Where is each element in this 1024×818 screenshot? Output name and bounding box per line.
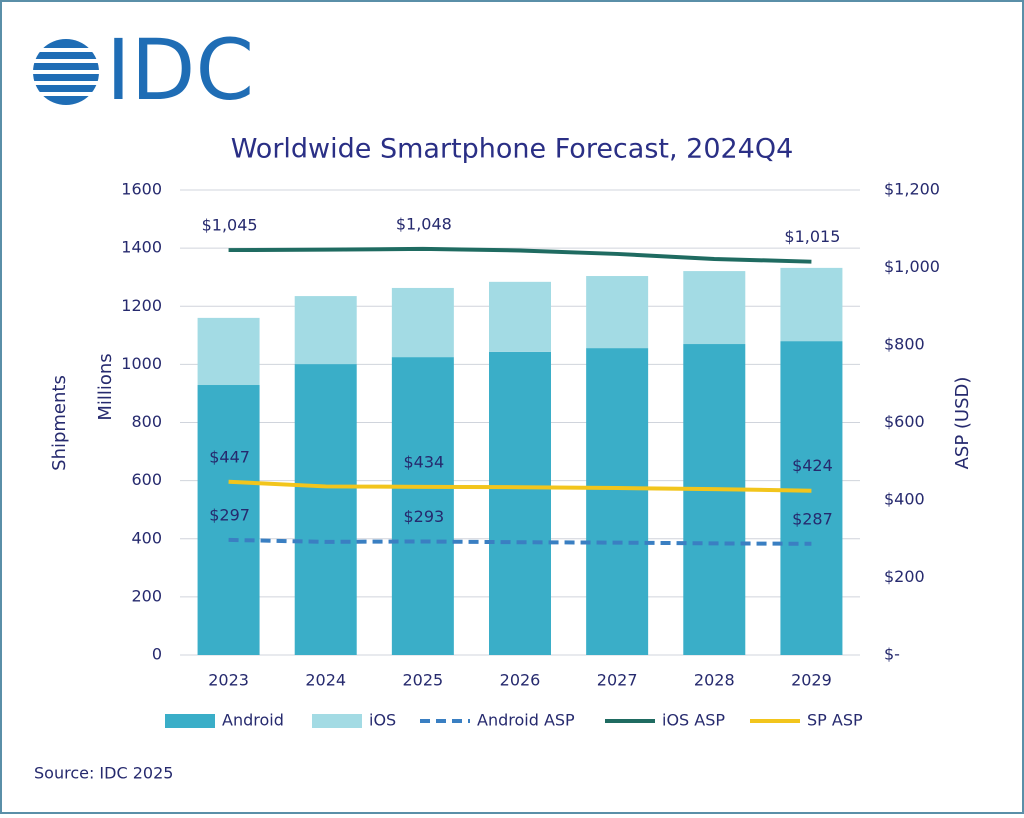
bar [780,267,843,342]
x-tick-label: 2025 [402,671,443,690]
data-label: $434 [403,452,444,471]
y2-tick-label: $- [884,645,900,664]
chart-title: Worldwide Smartphone Forecast, 2024Q4 [231,134,794,165]
bar [294,364,357,655]
bar [294,296,357,365]
bar [391,287,454,358]
data-label: $297 [209,505,250,524]
y2-axis-label: ASP (USD) [952,377,973,470]
legend-label: SP ASP [807,711,863,730]
legend-label: iOS ASP [662,711,725,730]
y-tick-label: 600 [131,470,162,489]
y-tick-label: 400 [131,528,162,547]
y2-tick-label: $800 [884,335,925,354]
logo-mark [30,39,102,105]
y-axis-unit: Millions [95,353,116,420]
y-axis-label: Shipments [49,375,70,471]
line-series [228,479,812,493]
bar [489,281,551,352]
bar [586,348,649,655]
x-tick-label: 2023 [208,671,249,690]
x-tick-label: 2029 [791,671,832,690]
line-series [228,246,812,264]
y2-tick-label: $200 [884,567,925,586]
bar [391,357,454,655]
logo-text: IDC [106,21,254,119]
legend-label: Android ASP [477,711,575,730]
legend-label: Android [222,711,284,730]
x-tick-label: 2026 [500,671,541,690]
bar [683,344,746,655]
y-tick-label: 200 [131,586,162,605]
data-label: $424 [792,456,833,475]
line-series [228,537,812,546]
data-label: $1,045 [202,216,258,235]
data-label: $1,015 [784,227,840,246]
bar [197,317,260,386]
y-tick-label: 1200 [121,296,162,315]
y2-tick-label: $1,200 [884,180,940,199]
x-tick-label: 2024 [305,671,346,690]
legend-label: iOS [369,711,396,730]
y-tick-label: 1400 [121,238,162,257]
y-tick-label: 1600 [121,180,162,199]
source-note: Source: IDC 2025 [34,764,173,783]
x-tick-label: 2028 [694,671,735,690]
y-tick-label: 1000 [121,354,162,373]
bar [586,276,649,349]
data-label: $293 [403,507,444,526]
bar [780,341,843,655]
x-tick-label: 2027 [597,671,638,690]
data-label: $1,048 [396,214,452,233]
legend-swatch [165,714,215,728]
bar [683,271,746,345]
y-tick-label: 800 [131,412,162,431]
y2-tick-label: $400 [884,490,925,509]
data-label: $287 [792,509,833,528]
data-label: $447 [209,447,250,466]
y2-tick-label: $600 [884,412,925,431]
bar [489,351,551,655]
y2-tick-label: $1,000 [884,257,940,276]
y-tick-label: 0 [152,645,162,664]
bar [197,385,260,655]
legend-swatch [312,714,362,728]
